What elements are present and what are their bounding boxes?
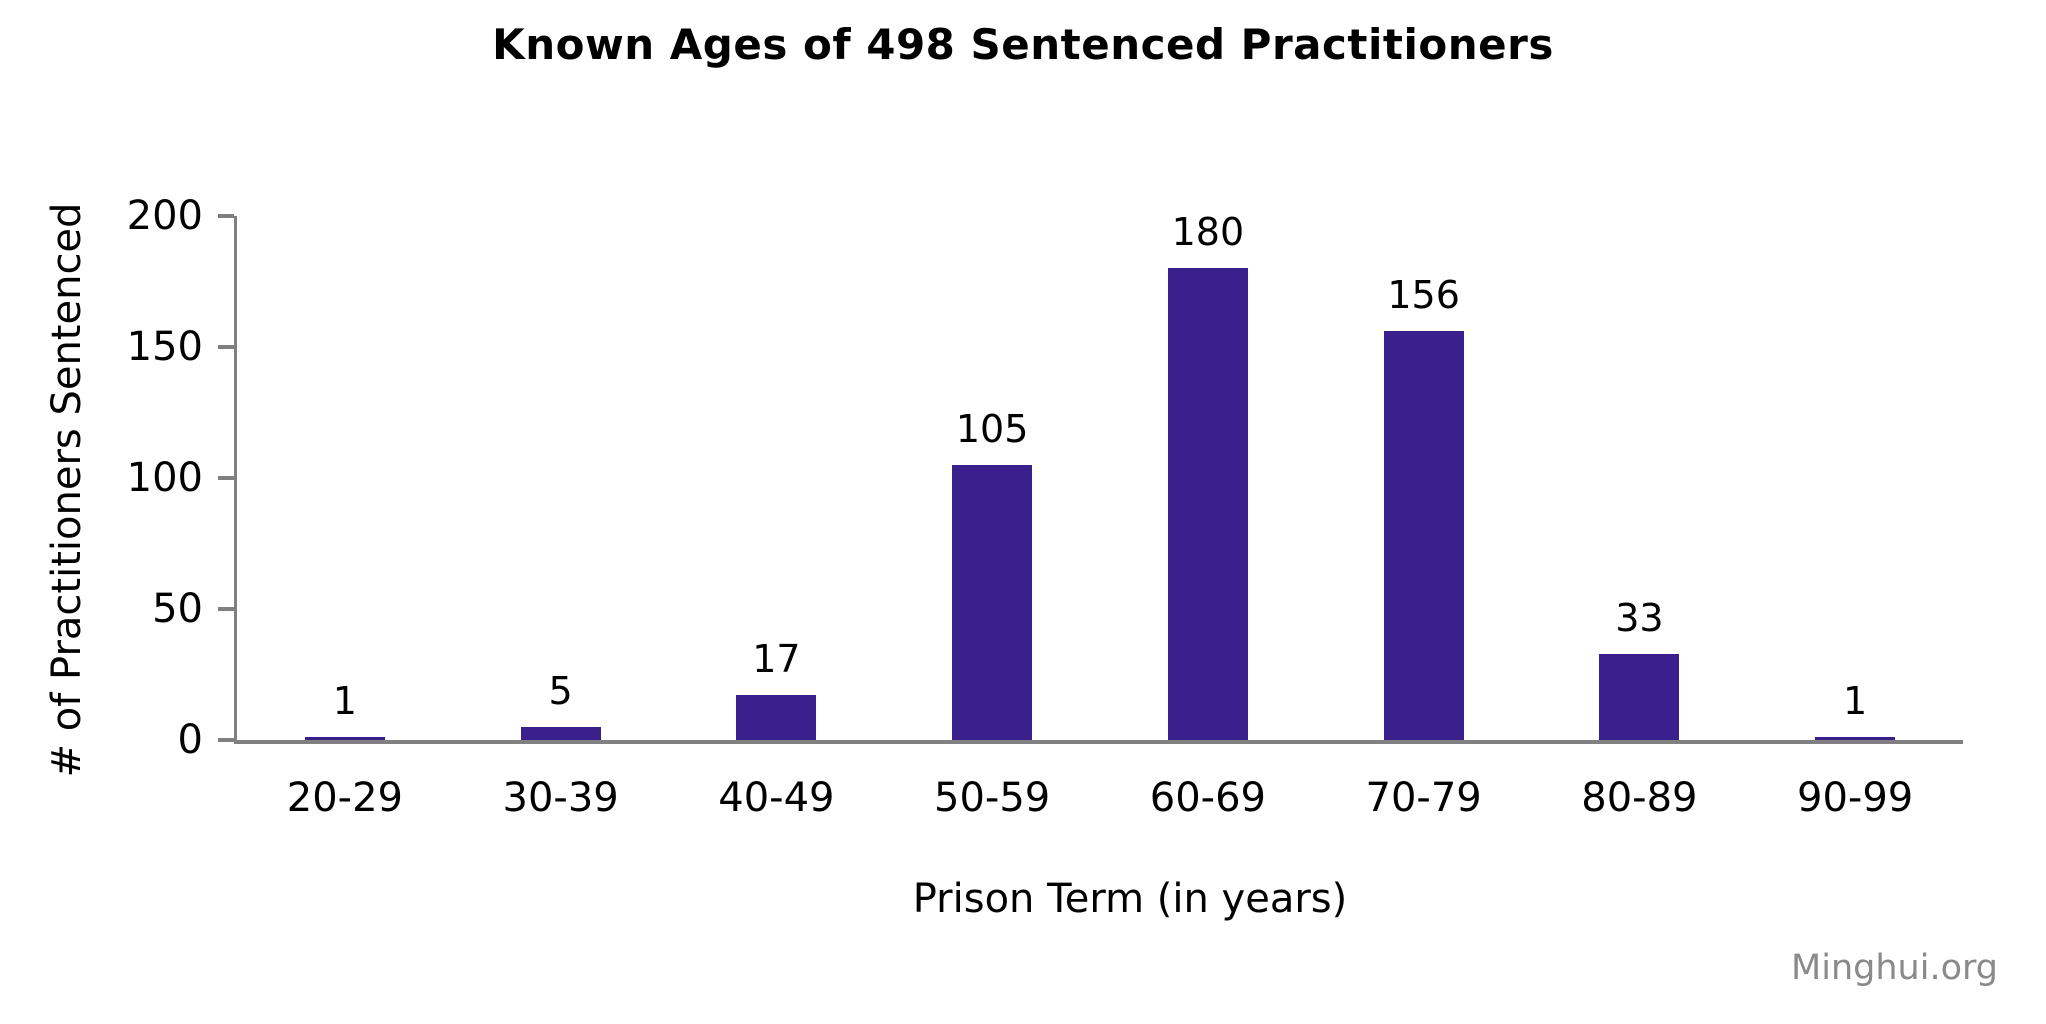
y-tick-label: 100 bbox=[126, 455, 203, 501]
x-tick-label: 90-99 bbox=[1797, 775, 1914, 821]
y-tick bbox=[218, 476, 234, 480]
x-tick-label: 30-39 bbox=[502, 775, 619, 821]
y-tick bbox=[218, 607, 234, 611]
bar bbox=[304, 737, 385, 740]
bar bbox=[1599, 654, 1680, 740]
bar-value-label: 17 bbox=[752, 637, 801, 682]
y-tick-label: 150 bbox=[126, 324, 203, 370]
y-tick bbox=[218, 345, 234, 349]
bar-value-label: 33 bbox=[1615, 596, 1664, 641]
x-tick-label: 60-69 bbox=[1149, 775, 1266, 821]
x-tick-label: 50-59 bbox=[934, 775, 1051, 821]
y-tick bbox=[218, 214, 234, 218]
bar-value-label: 180 bbox=[1171, 210, 1245, 255]
x-tick-label: 70-79 bbox=[1365, 775, 1482, 821]
y-tick-label: 50 bbox=[152, 586, 203, 632]
chart-title: Known Ages of 498 Sentenced Practitioner… bbox=[492, 20, 1554, 69]
watermark: Minghui.org bbox=[1791, 948, 1998, 988]
bar-value-label: 156 bbox=[1387, 273, 1460, 318]
y-tick-label: 200 bbox=[126, 193, 203, 239]
x-axis-title: Prison Term (in years) bbox=[912, 876, 1348, 922]
y-tick-label: 0 bbox=[177, 717, 203, 763]
bar bbox=[952, 465, 1033, 740]
bar-value-label: 1 bbox=[332, 679, 357, 724]
bar-value-label: 1 bbox=[1843, 679, 1868, 724]
bar bbox=[1815, 737, 1896, 740]
bar bbox=[1167, 268, 1248, 740]
x-tick-label: 20-29 bbox=[286, 775, 403, 821]
bar-value-label: 5 bbox=[548, 669, 573, 714]
bar bbox=[736, 695, 817, 740]
y-tick bbox=[218, 738, 234, 742]
x-tick-label: 40-49 bbox=[718, 775, 835, 821]
bar bbox=[1383, 331, 1464, 740]
bar-value-label: 105 bbox=[955, 407, 1029, 452]
x-tick-label: 80-89 bbox=[1581, 775, 1698, 821]
bar bbox=[520, 727, 601, 740]
plot-area: 0 50 100 150 200 1 20-29 5 30-39 17 40-49 105 50-59 1… bbox=[127, 193, 1963, 821]
